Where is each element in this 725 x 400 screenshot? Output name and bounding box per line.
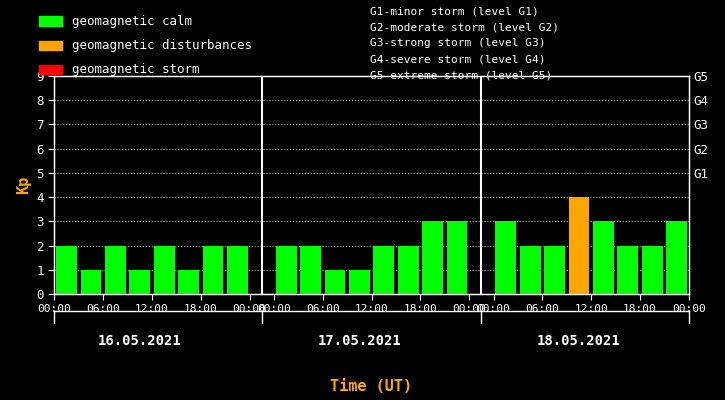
Text: G3-strong storm (level G3): G3-strong storm (level G3) xyxy=(370,38,545,48)
Bar xyxy=(105,246,125,294)
Bar xyxy=(398,246,418,294)
Bar xyxy=(300,246,321,294)
Bar xyxy=(227,246,248,294)
Text: 17.05.2021: 17.05.2021 xyxy=(318,334,401,348)
Bar xyxy=(593,221,614,294)
Bar xyxy=(373,246,394,294)
Text: 18.05.2021: 18.05.2021 xyxy=(537,334,621,348)
Text: Time (UT): Time (UT) xyxy=(331,379,413,394)
Bar xyxy=(154,246,175,294)
Text: G1-minor storm (level G1): G1-minor storm (level G1) xyxy=(370,6,539,16)
Text: geomagnetic calm: geomagnetic calm xyxy=(72,15,193,28)
Bar xyxy=(178,270,199,294)
Bar xyxy=(544,246,565,294)
Bar xyxy=(642,246,663,294)
Bar xyxy=(325,270,345,294)
Bar xyxy=(202,246,223,294)
Bar xyxy=(666,221,687,294)
Text: 16.05.2021: 16.05.2021 xyxy=(98,334,182,348)
Bar xyxy=(520,246,541,294)
Bar xyxy=(39,65,62,74)
Bar xyxy=(39,41,62,50)
Bar xyxy=(422,221,443,294)
Bar xyxy=(568,197,589,294)
Bar xyxy=(80,270,102,294)
Bar xyxy=(349,270,370,294)
Text: G5-extreme storm (level G5): G5-extreme storm (level G5) xyxy=(370,70,552,80)
Text: G2-moderate storm (level G2): G2-moderate storm (level G2) xyxy=(370,22,558,32)
Bar xyxy=(447,221,468,294)
Bar xyxy=(129,270,150,294)
Y-axis label: Kp: Kp xyxy=(16,176,31,194)
Bar xyxy=(57,246,77,294)
Bar xyxy=(276,246,297,294)
Bar xyxy=(618,246,638,294)
Bar xyxy=(495,221,516,294)
Text: G4-severe storm (level G4): G4-severe storm (level G4) xyxy=(370,54,545,64)
Text: geomagnetic disturbances: geomagnetic disturbances xyxy=(72,39,252,52)
Text: geomagnetic storm: geomagnetic storm xyxy=(72,63,200,76)
Bar xyxy=(39,16,62,26)
